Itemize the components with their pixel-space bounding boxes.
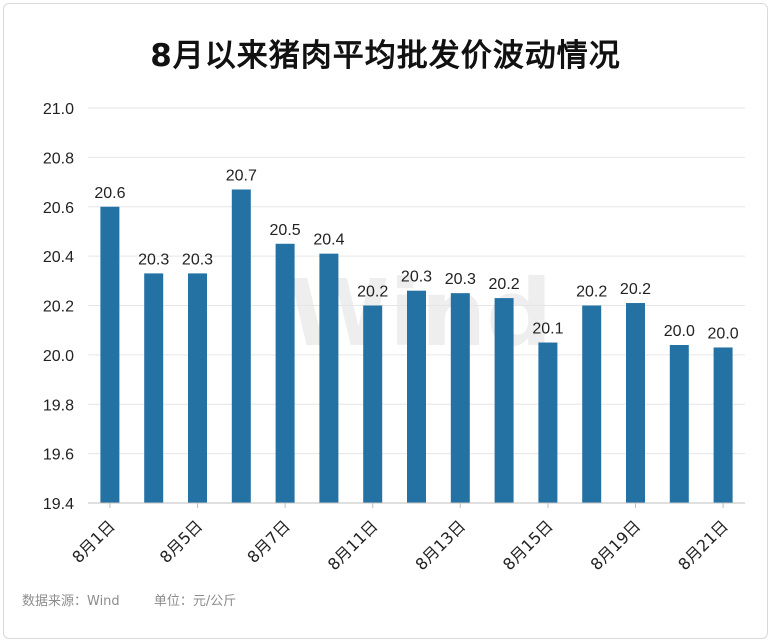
bar [538,342,558,503]
y-tick-label: 20.2 [43,299,74,316]
data-label: 20.6 [94,185,125,202]
bar [713,347,733,503]
bar [669,345,689,503]
data-label: 20.2 [620,281,651,298]
footer: 数据来源：Wind 单位：元/公斤 [22,590,266,609]
y-tick-label: 19.4 [43,496,74,513]
data-label: 20.3 [138,251,169,268]
y-tick-label: 20.0 [43,348,74,365]
chart-title: 8月以来猪肉平均批发价波动情况 [150,38,621,74]
data-label: 20.3 [182,251,213,268]
data-label: 20.7 [226,167,257,184]
bar [188,273,207,503]
bar [582,305,602,503]
bar [626,303,645,503]
bar [144,273,164,503]
y-tick-label: 21.0 [43,101,74,118]
x-tick-label: 8月19日 [587,516,645,574]
x-tick-label: 8月5日 [156,516,206,566]
data-label: 20.5 [270,222,301,239]
bar [450,293,470,503]
x-tick-label: 8月15日 [499,516,557,574]
x-tick-label: 8月7日 [243,516,293,566]
y-tick-label: 20.6 [43,200,74,217]
y-tick-label: 19.6 [43,447,74,464]
bar [494,298,514,503]
x-tick-label: 8月1日 [68,516,118,566]
data-label: 20.1 [532,321,563,338]
data-label: 20.4 [313,232,344,249]
bar [363,305,383,503]
data-label: 20.0 [708,325,739,342]
data-label: 20.2 [489,276,520,293]
bar [319,253,339,503]
bar [275,243,295,503]
data-label: 20.3 [401,269,432,286]
bar [407,290,426,503]
x-tick-label: 8月11日 [324,516,382,574]
data-label: 20.2 [357,284,388,301]
y-tick-label: 20.4 [43,249,74,266]
x-tick-label: 8月21日 [674,516,732,574]
data-source-note: 数据来源：Wind [22,594,120,609]
data-label: 20.3 [445,271,476,288]
x-tick-label: 8月13日 [411,516,469,574]
bar [231,189,251,503]
y-tick-label: 19.8 [43,397,74,414]
bar [100,206,120,503]
data-label: 20.2 [576,284,607,301]
data-label: 20.0 [664,323,695,340]
unit-note: 单位：元/公斤 [153,594,237,609]
y-tick-label: 20.8 [43,150,74,167]
